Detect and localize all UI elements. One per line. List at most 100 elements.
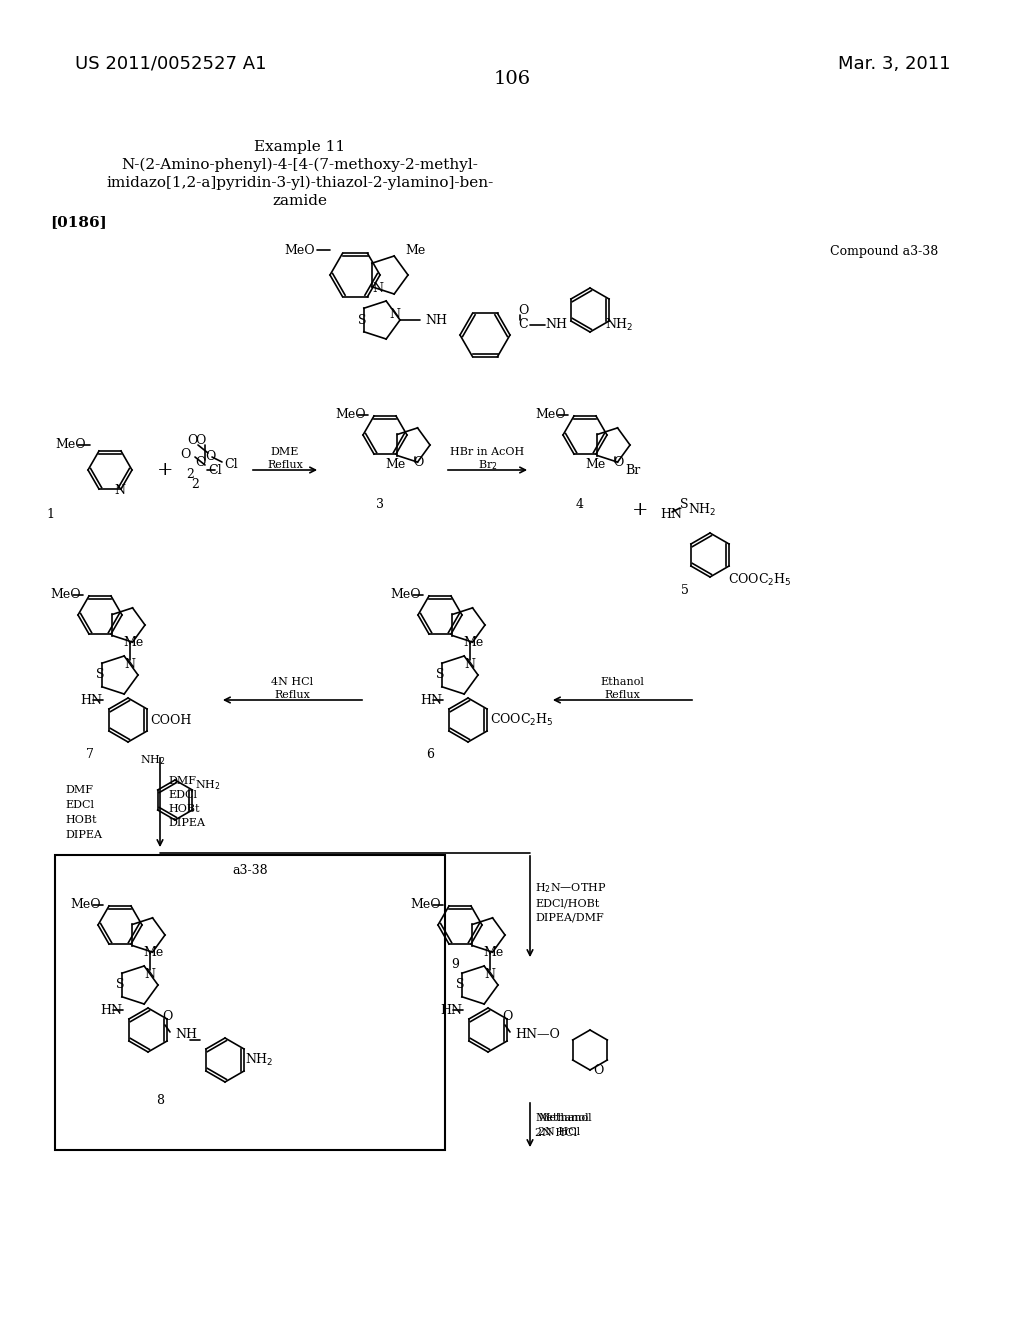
Text: 4N HCl: 4N HCl xyxy=(271,677,313,686)
Text: N: N xyxy=(115,483,126,496)
Text: Me: Me xyxy=(123,635,143,648)
Text: C: C xyxy=(518,318,527,331)
Text: US 2011/0052527 A1: US 2011/0052527 A1 xyxy=(75,55,266,73)
Text: EDCl: EDCl xyxy=(65,800,94,810)
Text: O: O xyxy=(195,455,205,469)
Text: N: N xyxy=(465,659,475,672)
Text: S: S xyxy=(456,978,464,991)
Text: zamide: zamide xyxy=(272,194,328,209)
Text: COOC$_2$H$_5$: COOC$_2$H$_5$ xyxy=(728,572,792,587)
Text: MeO: MeO xyxy=(50,589,81,602)
Text: H$_2$N—OTHP: H$_2$N—OTHP xyxy=(535,882,606,895)
Text: Example 11: Example 11 xyxy=(254,140,345,154)
Text: EDCl: EDCl xyxy=(168,791,197,800)
Text: 7: 7 xyxy=(86,748,94,762)
Text: O: O xyxy=(612,455,624,469)
Text: S: S xyxy=(357,314,367,326)
Text: O: O xyxy=(205,450,215,462)
Text: Reflux: Reflux xyxy=(604,690,640,700)
Text: O: O xyxy=(162,1011,172,1023)
Text: Me: Me xyxy=(406,243,425,256)
Text: Mar. 3, 2011: Mar. 3, 2011 xyxy=(838,55,950,73)
Text: MeO: MeO xyxy=(390,589,421,602)
Text: Reflux: Reflux xyxy=(274,690,310,700)
Text: DME: DME xyxy=(270,447,299,457)
Text: NH$_2$: NH$_2$ xyxy=(688,502,717,517)
Text: Reflux: Reflux xyxy=(267,459,303,470)
Text: 1: 1 xyxy=(46,508,54,521)
Text: MeO: MeO xyxy=(55,438,86,451)
Bar xyxy=(55,855,445,1150)
Text: HN: HN xyxy=(660,508,682,521)
Text: N: N xyxy=(389,309,400,322)
Text: HN: HN xyxy=(420,693,442,706)
Text: Ethanol: Ethanol xyxy=(600,677,644,686)
Text: MeO: MeO xyxy=(70,899,100,912)
Text: S: S xyxy=(96,668,104,681)
Text: 9: 9 xyxy=(451,958,459,972)
Text: Br: Br xyxy=(625,463,640,477)
Text: Me: Me xyxy=(483,945,503,958)
Text: HN: HN xyxy=(100,1003,122,1016)
Text: Me: Me xyxy=(463,635,483,648)
Text: O: O xyxy=(180,449,190,462)
Text: HOBt: HOBt xyxy=(65,814,96,825)
Text: HN: HN xyxy=(440,1003,462,1016)
Text: O: O xyxy=(413,455,423,469)
Text: Methanol: Methanol xyxy=(535,1113,589,1123)
Text: 6: 6 xyxy=(426,748,434,762)
Text: HN—O: HN—O xyxy=(515,1028,560,1041)
Text: NH: NH xyxy=(175,1028,197,1041)
Text: +: + xyxy=(632,502,648,519)
Text: DIPEA/DMF: DIPEA/DMF xyxy=(535,913,604,923)
Text: 3: 3 xyxy=(376,499,384,511)
Text: COOH: COOH xyxy=(150,714,191,726)
Text: MeO: MeO xyxy=(335,408,366,421)
Text: N: N xyxy=(484,969,496,982)
Text: imidazo[1,2-a]pyridin-3-yl)-thiazol-2-ylamino]-ben-: imidazo[1,2-a]pyridin-3-yl)-thiazol-2-yl… xyxy=(106,176,494,190)
Text: Me: Me xyxy=(143,945,163,958)
Text: O: O xyxy=(502,1011,512,1023)
Text: +: + xyxy=(157,461,173,479)
Text: DIPEA: DIPEA xyxy=(168,818,205,829)
Text: N: N xyxy=(144,969,156,982)
Text: DMF: DMF xyxy=(65,785,93,795)
Text: HOBt: HOBt xyxy=(168,804,200,814)
Text: Br$_2$: Br$_2$ xyxy=(477,458,498,471)
Text: Cl: Cl xyxy=(224,458,238,470)
Text: NH$_2$: NH$_2$ xyxy=(605,317,634,333)
Text: HBr in AcOH: HBr in AcOH xyxy=(451,447,524,457)
Text: DMF: DMF xyxy=(168,776,196,787)
Text: Me: Me xyxy=(585,458,605,471)
Text: MeO: MeO xyxy=(535,408,565,421)
Text: DIPEA: DIPEA xyxy=(65,830,102,840)
Text: N-(2-Amino-phenyl)-4-[4-(7-methoxy-2-methyl-: N-(2-Amino-phenyl)-4-[4-(7-methoxy-2-met… xyxy=(122,158,478,173)
Text: S: S xyxy=(436,668,444,681)
Text: 2N HCl: 2N HCl xyxy=(535,1129,578,1138)
Text: MeO: MeO xyxy=(410,899,440,912)
Text: O: O xyxy=(195,433,205,446)
Text: 8: 8 xyxy=(156,1093,164,1106)
Text: HN: HN xyxy=(80,693,102,706)
Text: EDCl/HOBt: EDCl/HOBt xyxy=(535,898,599,908)
Text: MeO: MeO xyxy=(285,243,315,256)
Text: 4: 4 xyxy=(575,499,584,511)
Text: 2N HCl: 2N HCl xyxy=(538,1127,581,1137)
Text: NH: NH xyxy=(425,314,447,326)
Text: [0186]: [0186] xyxy=(50,215,106,228)
Text: Methanol: Methanol xyxy=(538,1113,592,1123)
Text: 106: 106 xyxy=(494,70,530,88)
Text: 2: 2 xyxy=(191,479,199,491)
Text: Me: Me xyxy=(385,458,406,471)
Text: a3-38: a3-38 xyxy=(232,863,268,876)
Text: NH$_2$: NH$_2$ xyxy=(245,1052,273,1068)
Text: O: O xyxy=(186,433,198,446)
Text: 2: 2 xyxy=(186,469,194,482)
Text: S: S xyxy=(116,978,124,991)
Text: O: O xyxy=(518,304,528,317)
Text: S: S xyxy=(680,499,688,511)
Text: Cl: Cl xyxy=(208,463,222,477)
Text: NH$_2$: NH$_2$ xyxy=(140,754,166,767)
Text: Compound a3-38: Compound a3-38 xyxy=(830,246,938,257)
Text: N: N xyxy=(125,659,135,672)
